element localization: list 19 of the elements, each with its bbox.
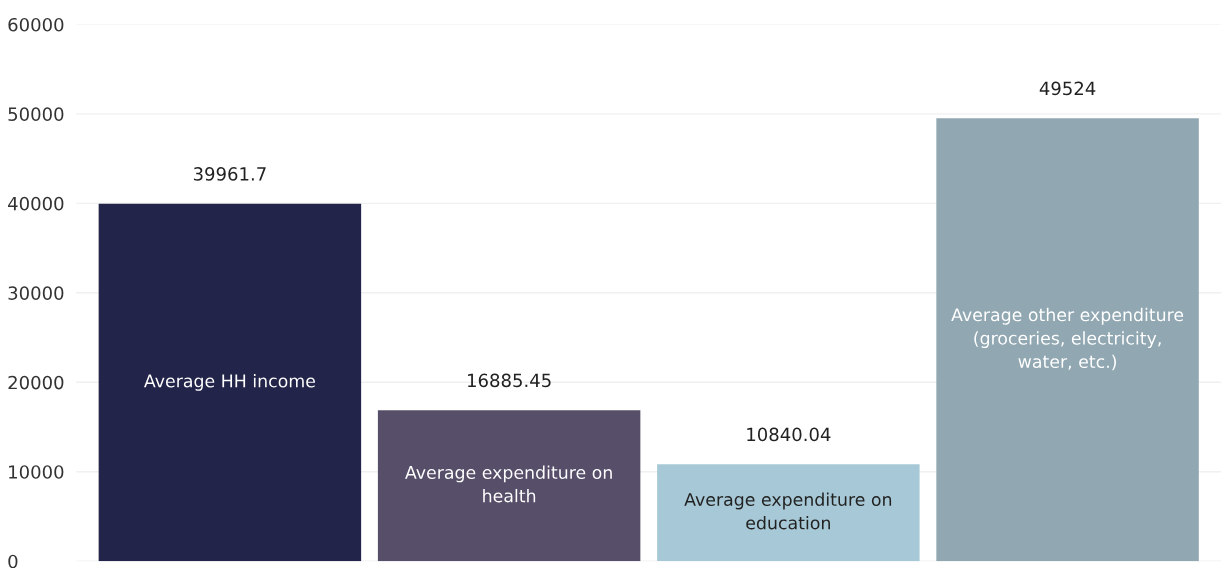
data-label: 49524 bbox=[1039, 81, 1096, 96]
y-tick-label: 10000 bbox=[9, 465, 64, 479]
x-tick-label: Average HH income bbox=[144, 374, 315, 391]
data-label: 10840.04 bbox=[747, 427, 831, 442]
y-tick-label: 60000 bbox=[8, 17, 64, 32]
bar bbox=[377, 410, 641, 562]
bar bbox=[657, 464, 920, 562]
y-tick-label: 20000 bbox=[8, 375, 64, 390]
data-label: 39961.7 bbox=[193, 167, 266, 181]
bar bbox=[98, 203, 362, 562]
x-tick-label: Average expenditure on health bbox=[405, 465, 612, 503]
y-tick-label: 40000 bbox=[8, 196, 64, 211]
x-tick-label: Average expenditure on education bbox=[684, 492, 892, 530]
y-tick-label: 0 bbox=[8, 554, 18, 568]
y-tick-label: 50000 bbox=[8, 107, 64, 121]
y-tick-label: 30000 bbox=[8, 286, 64, 300]
bar bbox=[936, 118, 1199, 562]
x-tick-label: Average other expenditure (groceries, electricity, water, etc.) bbox=[951, 307, 1184, 371]
data-label: 16885.45 bbox=[468, 373, 551, 388]
